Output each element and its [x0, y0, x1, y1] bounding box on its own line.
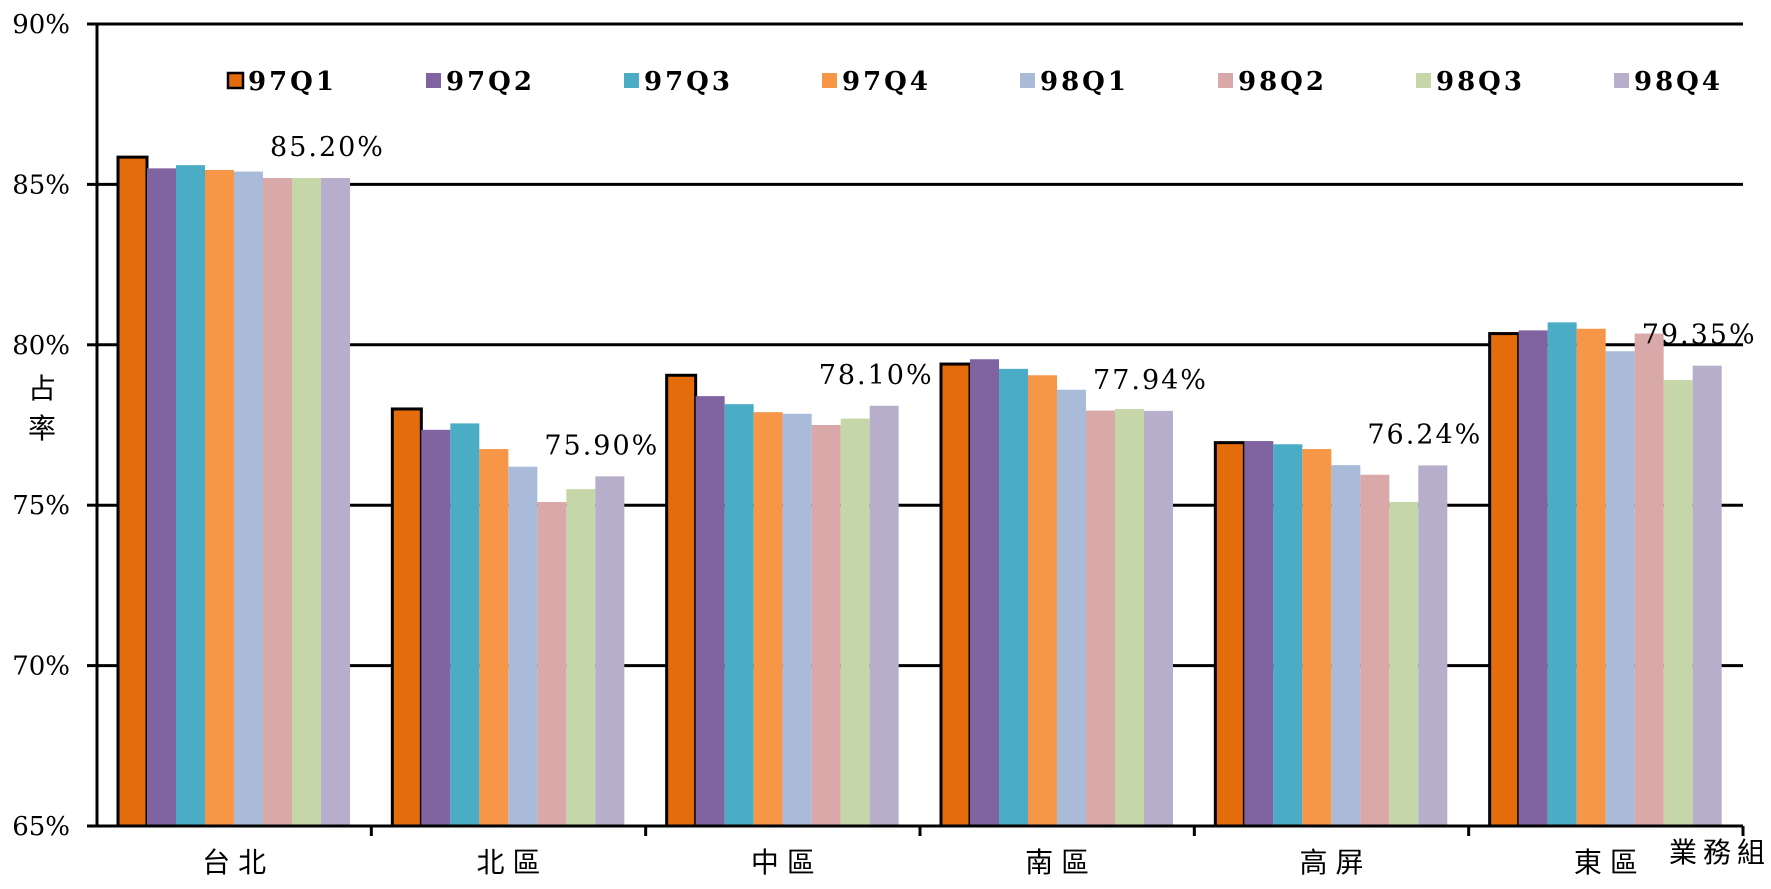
x-axis-title: 業務組: [1669, 836, 1771, 869]
bar-97Q1-1: [390, 407, 423, 828]
legend-label: 98Q3: [1436, 67, 1525, 97]
legend-label: 98Q4: [1634, 67, 1723, 97]
bar-98Q2-0: [263, 177, 292, 826]
bar-98Q1-3: [1057, 389, 1086, 826]
bar-97Q4-3: [1028, 375, 1057, 826]
category-label: 高屏: [1299, 846, 1371, 879]
legend-swatch-97Q2: [426, 73, 441, 88]
category-label: 台北: [202, 846, 274, 879]
bar-97Q4-2: [753, 412, 783, 826]
bar-98Q3-5: [1663, 380, 1693, 826]
bar-97Q2-5: [1518, 330, 1548, 826]
bar-98Q4-1: [595, 476, 625, 826]
bar-97Q1-0: [116, 155, 149, 828]
bar-97Q3-2: [724, 404, 754, 826]
legend-swatch-97Q4: [822, 73, 837, 88]
data-label: 85.20%: [270, 132, 385, 163]
bar-98Q2-5: [1634, 333, 1664, 826]
bar-97Q1-4: [1213, 441, 1246, 828]
bar-97Q4-0: [205, 169, 234, 827]
legend-label: 97Q1: [248, 67, 337, 97]
category-label: 南區: [1025, 846, 1097, 879]
category-label: 東區: [1574, 846, 1646, 879]
legend-label: 97Q3: [644, 67, 733, 97]
bar-98Q4-4: [1418, 465, 1448, 826]
legend-swatch-97Q3: [624, 73, 639, 88]
bar-98Q4-2: [869, 405, 899, 826]
bar-97Q1-5: [1488, 332, 1521, 828]
data-label: 78.10%: [819, 360, 934, 391]
bar-97Q2-3: [970, 359, 999, 826]
bar-98Q2-1: [537, 501, 567, 826]
legend-swatch-98Q1: [1020, 73, 1035, 88]
bar-97Q2-2: [695, 396, 725, 826]
data-label: 77.94%: [1093, 365, 1208, 396]
data-label: 75.90%: [544, 430, 659, 461]
y-tick-label: 85%: [12, 170, 70, 200]
bar-98Q1-2: [782, 413, 812, 826]
bar-97Q4-4: [1302, 449, 1332, 826]
bar-97Q2-4: [1244, 441, 1274, 826]
legend-label: 98Q1: [1040, 67, 1129, 97]
y-tick-label: 75%: [12, 491, 70, 521]
bar-97Q3-4: [1273, 444, 1303, 826]
bar-98Q4-3: [1144, 410, 1173, 826]
data-label: 76.24%: [1367, 419, 1482, 450]
bar-97Q2-1: [421, 429, 451, 826]
bar-98Q4-5: [1692, 365, 1722, 826]
bar-98Q1-4: [1331, 465, 1361, 826]
bar-98Q3-0: [292, 177, 321, 826]
category-label: 北區: [476, 846, 548, 879]
bar-97Q3-0: [176, 165, 205, 827]
data-label: 79.35%: [1642, 320, 1757, 351]
y-tick-label: 80%: [12, 331, 70, 361]
legend-label: 97Q2: [446, 67, 535, 97]
bar-97Q4-5: [1576, 328, 1606, 826]
bar-97Q3-1: [450, 423, 480, 826]
bar-98Q3-3: [1115, 408, 1144, 826]
bar-97Q3-5: [1547, 322, 1577, 826]
bar-98Q3-2: [840, 418, 870, 826]
bar-97Q2-0: [147, 168, 176, 827]
legend-label: 98Q2: [1238, 67, 1327, 97]
bar-98Q4-0: [321, 177, 350, 826]
bar-97Q3-3: [999, 368, 1028, 826]
bar-98Q2-4: [1360, 474, 1390, 826]
bar-98Q2-3: [1086, 410, 1115, 826]
y-axis-title: 占率: [28, 372, 56, 445]
bar-97Q1-2: [665, 373, 698, 828]
y-tick-label: 70%: [12, 652, 70, 682]
bar-97Q4-1: [479, 449, 509, 826]
bar-98Q1-1: [508, 466, 538, 826]
bar-98Q3-1: [566, 489, 596, 826]
legend-swatch-98Q3: [1416, 73, 1431, 88]
bar-98Q2-2: [811, 425, 841, 826]
bar-98Q1-0: [234, 171, 263, 826]
y-tick-label: 90%: [12, 10, 70, 40]
y-tick-label: 65%: [12, 812, 70, 842]
legend-swatch-98Q4: [1614, 73, 1629, 88]
legend-label: 97Q4: [842, 67, 931, 97]
bar-98Q3-4: [1389, 501, 1419, 826]
category-label: 中區: [751, 846, 823, 879]
legend-swatch-98Q2: [1218, 73, 1233, 88]
bar-97Q1-3: [939, 362, 972, 828]
legend-swatch-97Q1: [226, 71, 245, 90]
bar-98Q1-5: [1605, 351, 1635, 826]
